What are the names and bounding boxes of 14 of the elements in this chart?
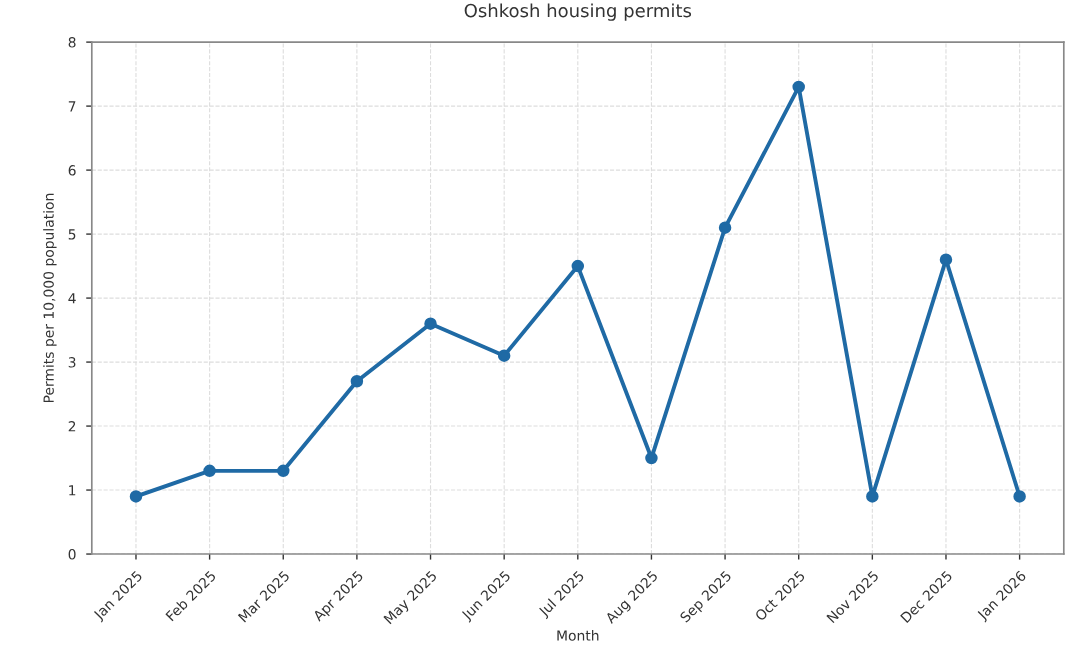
point	[571, 259, 585, 273]
point	[939, 253, 953, 266]
point	[277, 464, 290, 478]
point	[350, 375, 364, 388]
point	[497, 349, 511, 362]
point	[792, 80, 805, 94]
point	[424, 317, 437, 330]
point	[645, 451, 658, 465]
chart-title: Oshkosh housing permits	[464, 3, 692, 21]
point	[718, 221, 732, 234]
point	[1013, 490, 1026, 503]
point	[866, 490, 879, 503]
point	[203, 464, 216, 478]
point	[129, 490, 143, 503]
